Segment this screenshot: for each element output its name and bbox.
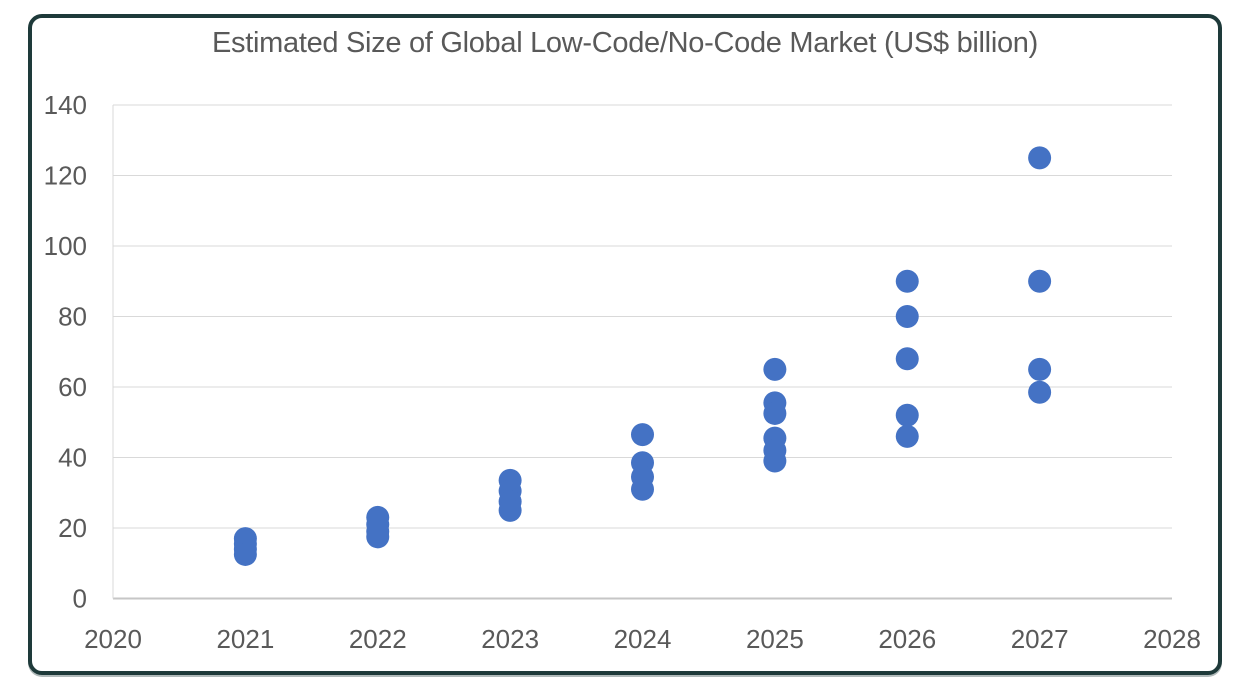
- data-point: [631, 423, 654, 447]
- data-point: [895, 269, 919, 293]
- chart-title: Estimated Size of Global Low-Code/No-Cod…: [212, 27, 1038, 59]
- y-tick-label: 120: [44, 161, 87, 191]
- data-point: [895, 347, 919, 371]
- x-tick-label: 2026: [878, 624, 936, 654]
- data-point: [1028, 357, 1052, 381]
- y-tick-label: 0: [73, 584, 87, 614]
- chart-card: [28, 14, 1222, 675]
- x-tick-label: 2027: [1011, 624, 1069, 654]
- data-point: [895, 424, 919, 448]
- data-point: [631, 477, 654, 501]
- data-point: [763, 357, 787, 381]
- data-point: [498, 498, 522, 522]
- y-tick-label: 20: [58, 513, 87, 543]
- y-tick-label: 60: [58, 372, 87, 402]
- data-point: [763, 401, 787, 425]
- data-point: [1028, 380, 1052, 404]
- x-tick-label: 2024: [614, 624, 672, 654]
- data-point: [1028, 146, 1052, 170]
- y-tick-label: 40: [58, 443, 87, 473]
- data-point: [366, 525, 390, 549]
- x-tick-label: 2025: [746, 624, 804, 654]
- x-tick-label: 2022: [349, 624, 407, 654]
- y-tick-label: 80: [58, 302, 87, 332]
- data-point: [763, 449, 787, 473]
- x-tick-label: 2021: [216, 624, 274, 654]
- y-tick-label: 140: [44, 90, 87, 120]
- data-point: [895, 403, 919, 427]
- data-point: [895, 305, 919, 328]
- x-tick-label: 2023: [481, 624, 539, 654]
- data-point: [1028, 269, 1052, 293]
- x-tick-label: 2028: [1143, 624, 1201, 654]
- data-point: [233, 542, 257, 566]
- x-tick-label: 2020: [84, 624, 142, 654]
- y-tick-label: 100: [44, 231, 87, 261]
